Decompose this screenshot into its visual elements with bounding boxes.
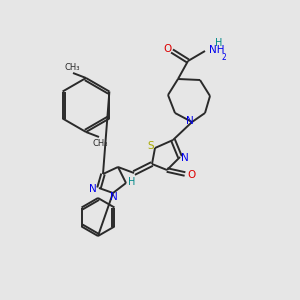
Text: CH₃: CH₃ [64,62,80,71]
Text: S: S [148,141,154,151]
Text: O: O [163,44,171,54]
Text: NH: NH [209,45,224,55]
Text: O: O [187,170,195,180]
Text: N: N [89,184,97,194]
Text: H: H [128,177,136,187]
Text: H: H [215,38,223,48]
Text: N: N [181,153,189,163]
Text: CH₃: CH₃ [92,139,108,148]
Text: 2: 2 [222,53,227,62]
Text: N: N [186,116,194,126]
Text: N: N [110,192,118,202]
